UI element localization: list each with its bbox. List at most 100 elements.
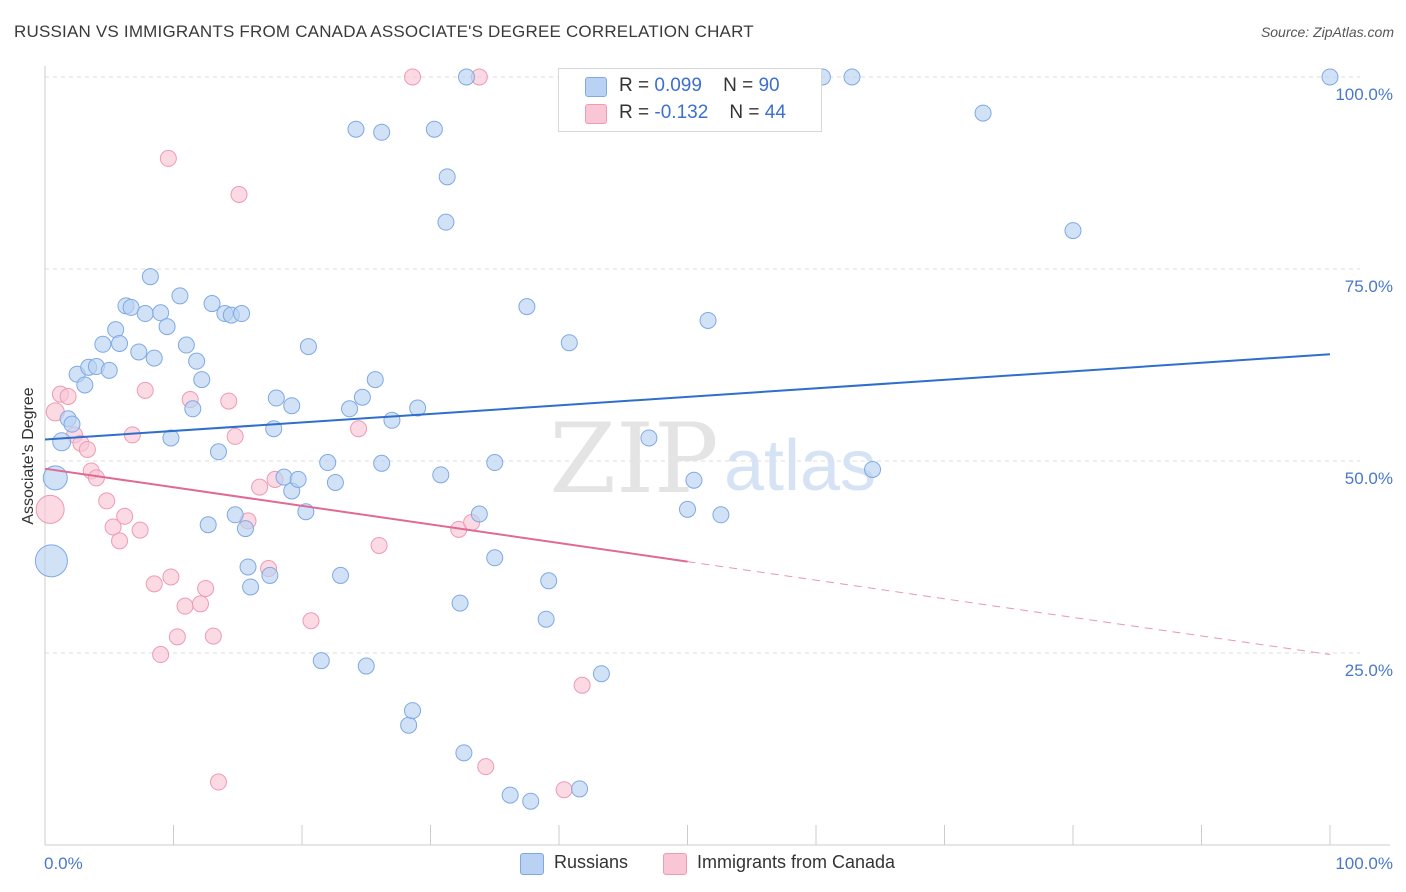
russians-point-79 [640,429,658,447]
russians-point-82 [699,311,717,329]
russians-point-80 [679,500,696,518]
russians-point-52 [353,388,371,406]
russians-point-10 [100,361,118,379]
russians-point-59 [404,702,422,720]
russians-point-76 [560,334,578,352]
y-axis-label: Associate's Degree [20,387,37,524]
russians-point-0 [34,544,68,578]
russians-swatch [585,77,607,97]
russians-point-32 [226,506,244,524]
y-tick-label-0: 25.0% [1345,661,1393,680]
russians-point-48 [326,474,344,492]
russians-point-68 [470,505,488,523]
chart-title: RUSSIAN VS IMMIGRANTS FROM CANADA ASSOCI… [14,22,754,41]
russians-point-77 [571,780,589,798]
canada-point-28 [226,427,244,445]
russians-n-label: N = [723,75,754,96]
russians-point-39 [267,389,285,407]
russians-point-60 [409,399,427,417]
russians-point-47 [319,454,337,472]
russians-point-12 [111,334,129,352]
russians-point-36 [242,578,260,596]
russians-points [34,68,1339,810]
canada-point-17 [152,646,170,664]
russians-point-86 [974,104,992,122]
russians-point-58 [400,716,418,734]
russians-point-71 [501,786,519,804]
russians-point-69 [486,454,504,472]
canada-point-3 [59,387,77,405]
russians-point-42 [289,470,307,488]
canada-trend-line-extension [687,561,1331,656]
watermark-zip: ZIP [549,403,718,515]
canada-point-25 [204,627,222,645]
russians-point-73 [522,792,540,810]
russians-point-53 [357,657,375,675]
canada-legend-label: Immigrants from Canada [697,852,896,872]
canada-point-34 [302,612,320,630]
russians-point-46 [312,652,330,670]
russians-trend-line [44,353,1331,441]
canada-point-16 [145,575,163,593]
canada-r-value: -0.132 [654,102,709,123]
canada-points [35,68,591,799]
russians-point-70 [486,549,504,567]
russians-point-16 [136,305,154,323]
canada-point-6 [78,440,96,458]
russians-point-33 [233,305,251,323]
russians-point-78 [592,665,610,683]
russians-point-25 [188,352,206,370]
russians-point-37 [261,566,279,584]
russians-point-87 [1064,222,1082,240]
russians-point-21 [162,429,180,447]
russians-n-value: 90 [758,75,780,96]
russians-point-19 [152,304,170,322]
canada-point-0 [35,494,65,524]
russians-legend-label: Russians [554,852,629,872]
source-label: Source: ZipAtlas.com [1260,24,1394,40]
russians-point-65 [451,594,469,612]
canada-point-41 [477,758,495,776]
canada-point-12 [116,507,134,525]
russians-point-14 [122,298,140,316]
russians-point-45 [299,338,317,356]
canada-point-31 [251,478,269,496]
russians-point-24 [184,400,202,418]
russians-point-50 [341,400,359,418]
canada-swatch [585,104,607,124]
canada-trend-line [44,467,688,563]
y-tick-label-3: 100.0% [1335,85,1393,104]
russians-point-18 [145,349,163,367]
russians-point-74 [540,572,558,590]
canada-point-35 [350,420,368,438]
russians-point-72 [518,298,536,316]
russians-point-64 [437,213,455,231]
canada-point-43 [573,676,591,694]
russians-point-55 [373,123,391,141]
canada-point-23 [191,595,209,613]
russians-point-34 [236,520,254,538]
russians-point-17 [141,268,159,286]
watermark-atlas: atlas [724,426,876,506]
canada-point-9 [98,492,116,510]
russians-point-89 [843,68,861,86]
russians-point-9 [94,335,112,353]
russians-point-67 [457,68,475,86]
canada-legend-swatch [663,853,687,875]
russians-point-4 [63,415,81,433]
russians-point-29 [209,443,227,461]
canada-r-label: R = [619,102,650,123]
russians-r-value: 0.099 [654,75,702,96]
y-tick-label-1: 50.0% [1345,469,1393,488]
stats-legend: R = 0.099 N = 90 R = -0.132 N = 44 [558,68,822,132]
russians-point-15 [130,343,148,361]
russians-point-83 [712,506,730,524]
russians-r-label: R = [619,75,650,96]
canada-point-15 [136,381,154,399]
canada-point-11 [111,532,129,550]
x-tick-label-0: 0.0% [44,854,83,873]
russians-point-23 [177,336,195,354]
canada-point-36 [370,536,388,554]
russians-point-51 [347,120,365,138]
trend-lines [44,353,1331,656]
